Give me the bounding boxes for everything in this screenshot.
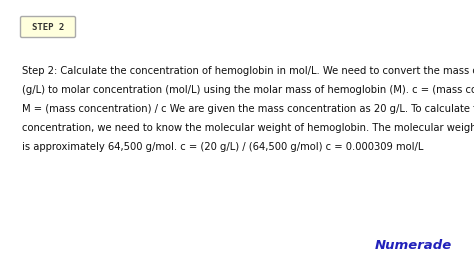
FancyBboxPatch shape: [20, 16, 75, 38]
Text: M = (mass concentration) / c We are given the mass concentration as 20 g/L. To c: M = (mass concentration) / c We are give…: [22, 104, 474, 114]
Text: (g/L) to molar concentration (mol/L) using the molar mass of hemoglobin (M). c =: (g/L) to molar concentration (mol/L) usi…: [22, 85, 474, 95]
Text: Numerade: Numerade: [375, 239, 452, 252]
Text: STEP 2: STEP 2: [32, 23, 64, 31]
Text: concentration, we need to know the molecular weight of hemoglobin. The molecular: concentration, we need to know the molec…: [22, 123, 474, 133]
Text: is approximately 64,500 g/mol. c = (20 g/L) / (64,500 g/mol) c = 0.000309 mol/L: is approximately 64,500 g/mol. c = (20 g…: [22, 142, 423, 152]
Text: Step 2: Calculate the concentration of hemoglobin in mol/L. We need to convert t: Step 2: Calculate the concentration of h…: [22, 66, 474, 76]
